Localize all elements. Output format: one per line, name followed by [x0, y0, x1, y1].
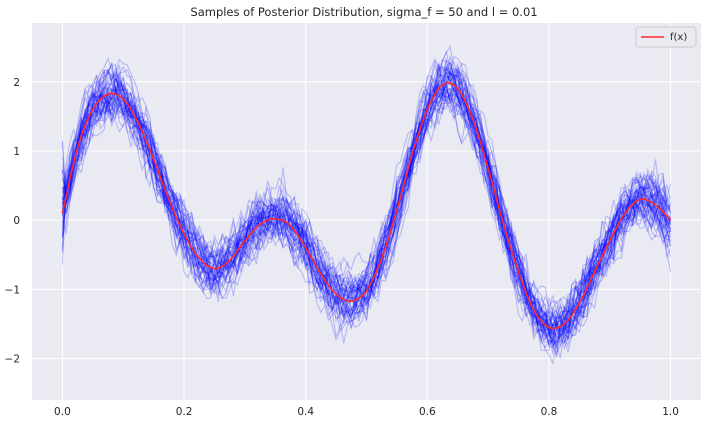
sample-line [61, 69, 672, 342]
x-tick-label: 0.4 [297, 406, 314, 418]
sample-line [61, 88, 672, 345]
sample-line [61, 59, 671, 334]
sample-line [61, 66, 671, 350]
legend-label: f(x) [670, 32, 687, 43]
legend: f(x) [635, 26, 697, 48]
plot-area [32, 23, 701, 400]
sample-line [61, 69, 671, 329]
sample-line [61, 56, 672, 331]
sample-line [61, 65, 671, 340]
y-tick-label: 1 [13, 146, 20, 158]
sample-line [61, 60, 672, 331]
sample-line [61, 66, 671, 335]
f-x-curve [61, 81, 672, 330]
y-tick-label: 0 [13, 215, 20, 227]
sample-line [61, 58, 671, 316]
sample-line [61, 88, 672, 348]
x-tick-label: 0.8 [541, 406, 558, 418]
grid [32, 23, 701, 400]
sample-line [61, 57, 672, 328]
sample-line [61, 56, 671, 336]
x-tick-label: 0.2 [176, 406, 193, 418]
sample-line [61, 65, 672, 337]
sample-line [61, 68, 671, 345]
sample-line [62, 76, 672, 353]
y-tick-label: −1 [5, 284, 20, 296]
y-tick-label: 2 [13, 77, 20, 89]
sample-line [61, 61, 672, 341]
sample-line [61, 79, 672, 342]
x-tick-label: 0.0 [54, 406, 71, 418]
sample-line [61, 62, 672, 329]
sample-line [61, 77, 672, 349]
sample-line [61, 88, 672, 350]
sample-line [62, 91, 672, 354]
legend-box [635, 26, 697, 48]
f-x-line [61, 81, 672, 330]
sample-line [61, 71, 672, 344]
sample-line [61, 84, 672, 351]
sample-line [61, 61, 672, 337]
sample-line [61, 83, 671, 346]
y-axis-ticks: −2 −1 0 1 2 [5, 77, 20, 366]
y-tick-label: −2 [5, 353, 20, 365]
sample-line [61, 86, 672, 345]
x-axis-ticks: 0.0 0.2 0.4 0.6 0.8 1.0 [54, 406, 679, 418]
sample-line [61, 69, 672, 334]
sample-line [61, 78, 672, 346]
sample-line [61, 94, 672, 344]
chart-title: Samples of Posterior Distribution, sigma… [190, 5, 537, 19]
sample-line [61, 64, 672, 359]
sample-line [61, 75, 672, 350]
x-tick-label: 1.0 [662, 406, 679, 418]
sample-line [61, 59, 671, 347]
sample-line [61, 75, 671, 358]
x-tick-label: 0.6 [419, 406, 436, 418]
sample-line [61, 66, 671, 333]
sample-line [61, 81, 672, 349]
